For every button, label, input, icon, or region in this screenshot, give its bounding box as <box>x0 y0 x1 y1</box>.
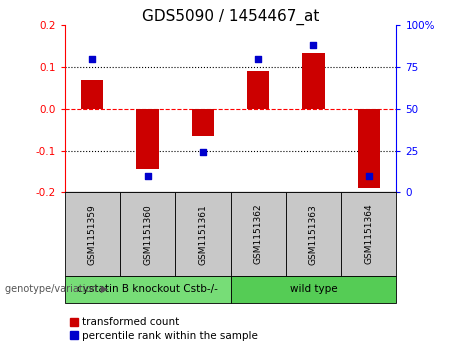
Point <box>365 173 372 179</box>
Point <box>254 56 262 62</box>
Text: GSM1151364: GSM1151364 <box>364 204 373 265</box>
Bar <box>247 72 269 109</box>
Bar <box>81 80 103 109</box>
Point <box>310 42 317 48</box>
Text: genotype/variation ▶: genotype/variation ▶ <box>5 285 108 294</box>
Point <box>199 150 207 155</box>
Bar <box>175 192 230 276</box>
Bar <box>65 276 230 303</box>
Bar <box>65 192 120 276</box>
Text: GSM1151363: GSM1151363 <box>309 204 318 265</box>
Text: GSM1151362: GSM1151362 <box>254 204 263 265</box>
Text: GDS5090 / 1454467_at: GDS5090 / 1454467_at <box>142 9 319 25</box>
Bar <box>341 192 396 276</box>
Text: wild type: wild type <box>290 285 337 294</box>
Bar <box>192 109 214 136</box>
Point <box>89 56 96 62</box>
Bar <box>136 109 159 170</box>
Bar <box>358 109 380 188</box>
Bar <box>286 192 341 276</box>
Bar <box>230 276 396 303</box>
Legend: transformed count, percentile rank within the sample: transformed count, percentile rank withi… <box>70 317 258 340</box>
Text: GSM1151361: GSM1151361 <box>198 204 207 265</box>
Text: cystatin B knockout Cstb-/-: cystatin B knockout Cstb-/- <box>77 285 218 294</box>
Bar <box>230 192 286 276</box>
Point <box>144 173 151 179</box>
Text: GSM1151360: GSM1151360 <box>143 204 152 265</box>
Text: GSM1151359: GSM1151359 <box>88 204 97 265</box>
Bar <box>302 53 325 109</box>
Bar <box>120 192 175 276</box>
